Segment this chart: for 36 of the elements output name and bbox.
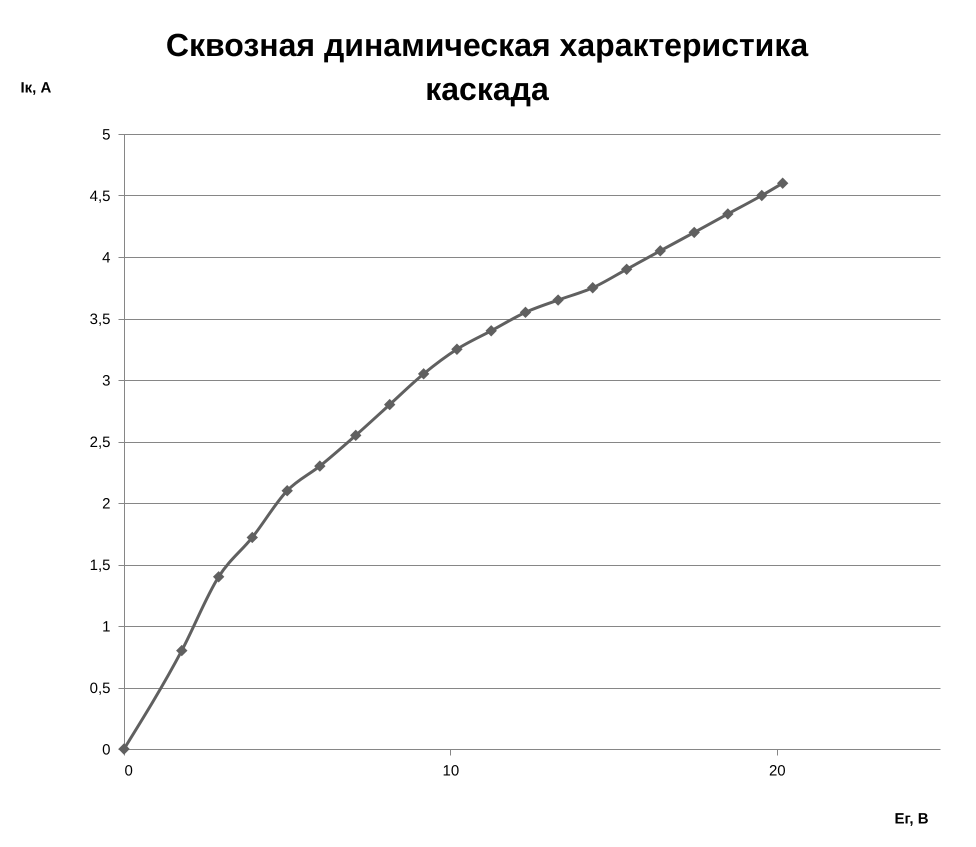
y-tick-label: 1 (102, 618, 110, 636)
x-tick-label: 10 (442, 762, 460, 780)
y-tick-label: 4,5 (90, 188, 110, 205)
point (520, 306, 532, 318)
point (350, 430, 362, 442)
point (418, 368, 430, 380)
point (722, 208, 734, 220)
x-axis-title: Eг, В (894, 810, 929, 828)
chart-title: Сквозная динамическая характеристика каскада (166, 27, 808, 107)
x-tick-label: 0 (124, 762, 133, 780)
point (282, 485, 293, 496)
y-tick-label: 4 (102, 250, 110, 266)
y-axis-title: Iк, А (20, 80, 52, 96)
point (776, 178, 788, 189)
point (620, 264, 632, 275)
y-tick-label: 2 (102, 496, 110, 512)
point (314, 460, 326, 472)
y-tick-label: 2,5 (90, 434, 110, 451)
x-tick-label: 20 (768, 762, 786, 780)
point (176, 644, 188, 656)
point (654, 245, 666, 257)
point (688, 226, 700, 238)
point (246, 532, 258, 544)
y-tick-label: 1,5 (90, 557, 110, 574)
point (486, 325, 497, 336)
point (552, 294, 564, 306)
point (451, 344, 463, 355)
y-tick-label: 5 (102, 126, 110, 144)
point (384, 398, 396, 410)
y-tick-label: 0 (102, 742, 110, 758)
point (587, 282, 598, 294)
y-tick-label: 3,5 (90, 311, 110, 328)
point (212, 571, 224, 582)
y-tick-label: 3 (102, 372, 110, 390)
point (756, 190, 768, 202)
y-tick-label: 0,5 (90, 680, 110, 697)
